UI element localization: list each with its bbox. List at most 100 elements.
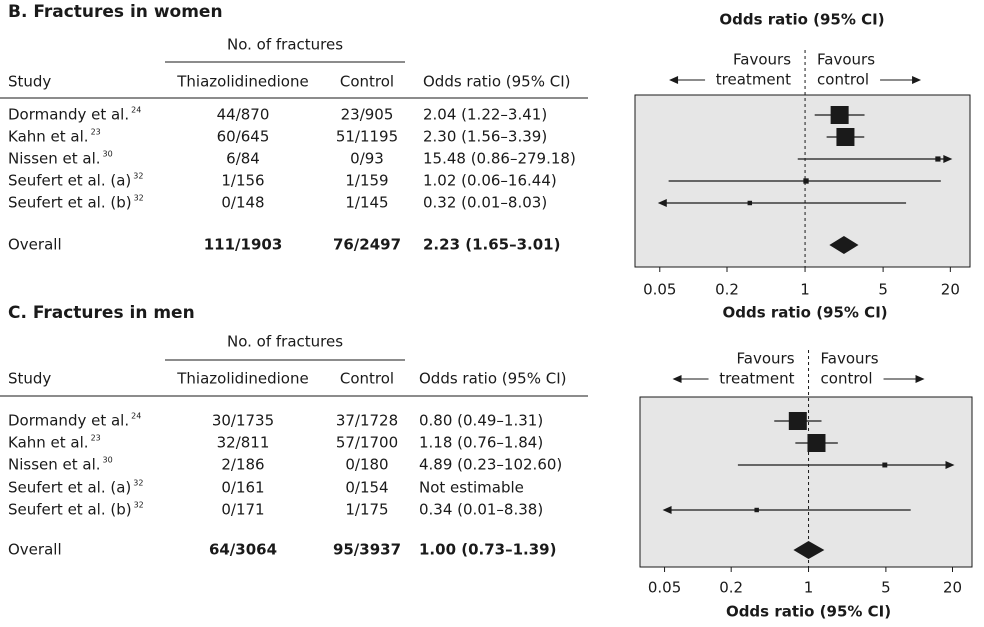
panel-title: B. Fractures in women — [8, 2, 223, 22]
odds-ratio-label: 15.48 (0.86–279.18) — [423, 150, 576, 168]
favours-right: Favours — [817, 51, 875, 69]
x-axis-label: Odds ratio (95% CI) — [722, 304, 887, 322]
favours-arrowhead — [672, 375, 682, 383]
point-estimate — [747, 200, 753, 206]
treatment-count: 30/1735 — [212, 412, 274, 430]
panel-title: C. Fractures in men — [8, 303, 195, 323]
ci-arrowhead — [943, 155, 953, 163]
treatment-count: 6/84 — [226, 150, 260, 168]
study-name: Kahn et al. — [8, 128, 89, 146]
overall-diamond — [829, 236, 859, 254]
overall-label: Overall — [8, 541, 62, 559]
x-tick-label: 1 — [804, 579, 814, 597]
odds-ratio-label: 0.32 (0.01–8.03) — [423, 194, 547, 212]
column-header: Study — [8, 370, 51, 388]
x-tick-label: 0.2 — [715, 281, 739, 299]
study-name: Nissen et al. — [8, 456, 101, 474]
study-ref: 24 — [131, 106, 141, 115]
odds-ratio-label: Not estimable — [419, 479, 524, 497]
cropped-axis-label: Odds ratio (95% CI) — [719, 11, 884, 29]
x-axis-label: Odds ratio (95% CI) — [726, 603, 891, 621]
column-header: Control — [340, 73, 394, 91]
x-tick-label: 1 — [800, 281, 810, 299]
overall-diamond — [793, 541, 825, 559]
study-ref: 23 — [91, 128, 101, 137]
study-ref: 32 — [134, 501, 144, 510]
treatment-count: 0/161 — [221, 479, 264, 497]
ci-arrowhead — [657, 199, 667, 207]
treatment-count: 2/186 — [221, 456, 264, 474]
odds-ratio-label: 0.80 (0.49–1.31) — [419, 412, 543, 430]
point-estimate — [836, 128, 855, 146]
point-estimate — [807, 434, 826, 452]
column-header: Thiazolidinedione — [176, 370, 308, 388]
study-name: Dormandy et al. — [8, 106, 129, 124]
control-count: 0/93 — [350, 150, 384, 168]
odds-ratio-label: 0.34 (0.01–8.38) — [419, 501, 543, 519]
column-header: Odds ratio (95% CI) — [419, 370, 567, 388]
control-count: 0/154 — [345, 479, 388, 497]
study-name: Seufert et al. (b) — [8, 501, 132, 519]
study-ref: 30 — [103, 456, 113, 465]
odds-ratio-label: 1.02 (0.06–16.44) — [423, 172, 557, 190]
point-estimate — [788, 412, 807, 430]
x-tick-label: 5 — [881, 579, 891, 597]
overall-treatment: 111/1903 — [204, 236, 283, 254]
treatment-count: 0/148 — [221, 194, 264, 212]
odds-ratio-label: 4.89 (0.23–102.60) — [419, 456, 562, 474]
control-count: 1/159 — [345, 172, 388, 190]
odds-ratio-label: 2.30 (1.56–3.39) — [423, 128, 547, 146]
treatment-count: 32/811 — [217, 434, 270, 452]
overall-odds-ratio: 2.23 (1.65–3.01) — [423, 236, 560, 254]
favours-left: Favours — [733, 51, 791, 69]
column-header: Study — [8, 73, 51, 91]
favours-right: Favours — [821, 350, 879, 368]
treatment-count: 44/870 — [217, 106, 270, 124]
treatment-count: 0/171 — [221, 501, 264, 519]
study-ref: 32 — [133, 479, 143, 488]
odds-ratio-label: 1.18 (0.76–1.84) — [419, 434, 543, 452]
treatment-count: 1/156 — [221, 172, 264, 190]
favours-left: Favours — [737, 350, 795, 368]
favours-left: treatment — [719, 370, 794, 388]
overall-odds-ratio: 1.00 (0.73–1.39) — [419, 541, 556, 559]
study-ref: 23 — [91, 434, 101, 443]
ci-arrowhead — [945, 461, 955, 469]
study-name: Seufert et al. (a) — [8, 479, 131, 497]
control-count: 57/1700 — [336, 434, 398, 452]
column-header: Control — [340, 370, 394, 388]
control-count: 37/1728 — [336, 412, 398, 430]
overall-treatment: 64/3064 — [209, 541, 277, 559]
overall-label: Overall — [8, 236, 62, 254]
column-header: Thiazolidinedione — [176, 73, 308, 91]
favours-right: control — [821, 370, 873, 388]
odds-ratio-label: 2.04 (1.22–3.41) — [423, 106, 547, 124]
favours-arrowhead — [912, 76, 922, 84]
point-estimate — [882, 462, 888, 468]
overall-control: 76/2497 — [333, 236, 401, 254]
study-name: Kahn et al. — [8, 434, 89, 452]
control-count: 51/1195 — [336, 128, 398, 146]
study-ref: 24 — [131, 412, 141, 421]
x-tick-label: 0.05 — [643, 281, 676, 299]
point-estimate — [935, 156, 941, 162]
overall-control: 95/3937 — [333, 541, 401, 559]
point-estimate — [754, 507, 759, 513]
x-tick-label: 20 — [943, 579, 962, 597]
study-name: Seufert et al. (b) — [8, 194, 132, 212]
favours-left: treatment — [716, 71, 791, 89]
column-header: Odds ratio (95% CI) — [423, 73, 571, 91]
study-ref: 32 — [133, 172, 143, 181]
study-ref: 32 — [134, 194, 144, 203]
treatment-count: 60/645 — [217, 128, 270, 146]
x-tick-label: 0.2 — [719, 579, 743, 597]
x-tick-label: 5 — [878, 281, 888, 299]
study-name: Nissen et al. — [8, 150, 101, 168]
study-name: Seufert et al. (a) — [8, 172, 131, 190]
study-ref: 30 — [103, 150, 113, 159]
point-estimate — [830, 106, 849, 124]
x-tick-label: 20 — [941, 281, 960, 299]
ci-arrowhead — [662, 506, 672, 514]
study-name: Dormandy et al. — [8, 412, 129, 430]
